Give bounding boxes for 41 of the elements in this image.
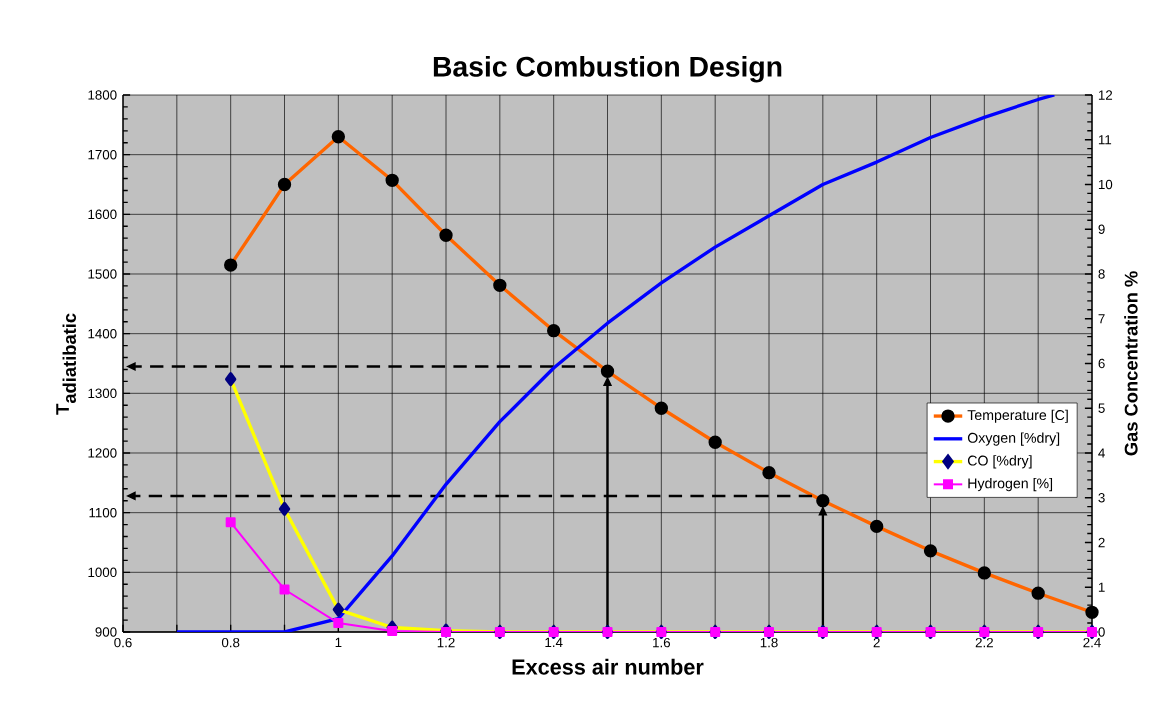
legend-label: Hydrogen [%] [968, 477, 1053, 492]
x-tick-label: 1.2 [437, 637, 455, 648]
legend-label: Oxygen [%dry] [967, 432, 1060, 446]
y-tick-label: 1100 [89, 507, 117, 518]
y-axis-title: $\textbf{T}_{\textbf{adiatibatic}}$ [56, 313, 77, 415]
x-tick-label: 2 [873, 637, 880, 648]
y-tick-label: 1500 [88, 269, 117, 279]
y2-tick-label: 4 [1098, 448, 1105, 458]
y2-axis-title: Gas Concentration % [1124, 271, 1138, 456]
y2-tick-label: 9 [1098, 224, 1105, 234]
chart-title: Basic Combustion Design [433, 55, 782, 83]
x-axis-title: Excess air number [512, 658, 704, 675]
legend-label: CO [%dry] [967, 455, 1032, 469]
y2-tick-label: 10 [1098, 179, 1113, 190]
y-tick-label: 900 [95, 627, 117, 637]
x-tick-label: 0.8 [221, 637, 240, 648]
y-tick-label: 1400 [88, 328, 117, 339]
y2-tick-label: 6 [1098, 358, 1105, 369]
y2-tick-label: 3 [1098, 493, 1105, 503]
y2-tick-label: 0 [1098, 627, 1105, 637]
x-tick-label: 2.4 [1083, 637, 1101, 648]
x-tick-label: 1.8 [760, 637, 778, 648]
y2-tick-label: 12 [1098, 90, 1113, 100]
y2-tick-label: 5 [1098, 403, 1105, 413]
y2-tick-label: 7 [1098, 314, 1105, 324]
y-tick-label: 1300 [88, 388, 117, 399]
y-tick-label: 1600 [88, 209, 117, 220]
y2-tick-label: 8 [1098, 269, 1105, 279]
y-tick-label: 1000 [88, 567, 117, 578]
y2-tick-label: 2 [1098, 537, 1105, 548]
x-tick-label: 1.6 [653, 637, 671, 648]
x-tick-label: 1.4 [545, 637, 563, 648]
x-tick-label: 0.6 [114, 637, 132, 648]
y2-tick-label: 1 [1098, 582, 1105, 592]
legend-label: Temperature [C] [967, 409, 1068, 423]
x-tick-label: 1 [335, 637, 342, 648]
x-tick-label: 2.2 [975, 637, 993, 648]
y2-tick-label: 11 [1098, 135, 1112, 145]
y-tick-label: 1800 [88, 90, 117, 100]
y-tick-label: 1700 [88, 149, 117, 160]
y-tick-label: 1200 [88, 448, 117, 458]
